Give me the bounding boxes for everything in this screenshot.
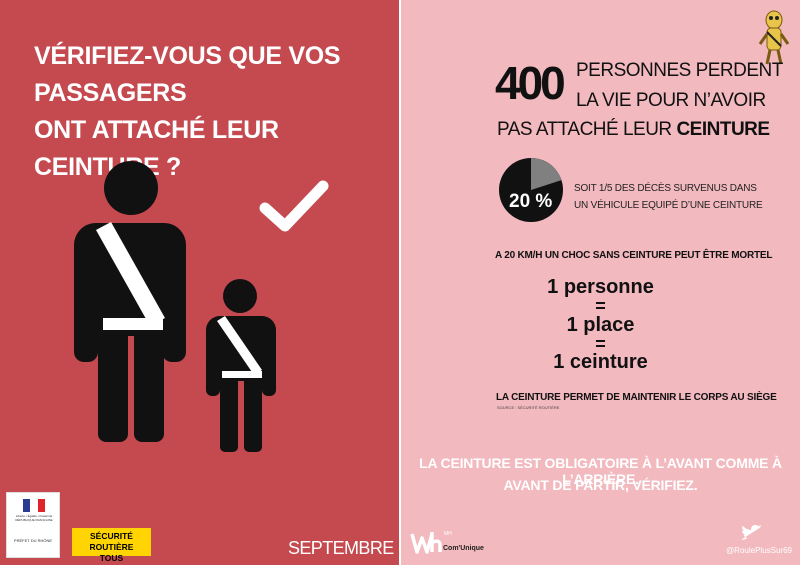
equation-seatbelt: 1 ceinture <box>553 351 648 373</box>
securite-line-1: SÉCURITÉ ROUTIÈRE <box>89 531 134 552</box>
headline-line-3-pre: PAS ATTACHÉ LEUR <box>497 119 672 140</box>
mascot-icon <box>758 10 790 65</box>
checkmark-icon <box>259 180 329 232</box>
headline-line-3: PAS ATTACHÉ LEUR CEINTURE <box>497 119 770 141</box>
source-note: SOURCE : SÉCURITÉ ROUTIÈRE <box>497 405 560 410</box>
big-number: 400 <box>495 57 566 109</box>
pie-percent-label: 20 % <box>509 191 553 212</box>
securite-line-2: TOUS RESPONSABLES <box>76 553 146 565</box>
equation-place: 1 place <box>566 314 635 336</box>
headline-line-1: PERSONNES PERDENT <box>576 60 783 81</box>
question-line-2: ONT ATTACHÉ LEUR CEINTURE ? <box>34 116 279 181</box>
obligation-line-2: AVANT DE PARTIR, VÉRIFIEZ. <box>503 477 698 493</box>
equation-person: 1 personne <box>547 276 654 298</box>
twitter-bird-icon[interactable] <box>741 524 763 542</box>
choc-statement: A 20 KM/H UN CHOC SANS CEINTURE PEUT ÊTR… <box>495 250 773 261</box>
question-heading: VÉRIFIEZ-VOUS QUE VOS PASSAGERS ONT ATTA… <box>34 38 394 186</box>
prefet-text: PRÉFET DU RHÔNE <box>13 538 53 543</box>
republic-text: Liberté • Égalité • Fraternité RÉPUBLIQU… <box>15 514 53 522</box>
adult-seatbelt-icon <box>74 161 186 442</box>
maintien-statement: LA CEINTURE PERMET DE MAINTENIR LE CORPS… <box>496 392 777 403</box>
logo-com-text: Com'Unique <box>443 545 484 552</box>
equation-equals-1: = <box>595 296 606 316</box>
french-flag-icon <box>23 499 45 512</box>
question-line-1: VÉRIFIEZ-VOUS QUE VOS PASSAGERS <box>34 42 341 107</box>
left-panel: VÉRIFIEZ-VOUS QUE VOS PASSAGERS ONT ATTA… <box>0 0 399 565</box>
soit-line-2: UN VÉHICULE EQUIPÉ D’UNE CEINTURE <box>574 200 763 211</box>
month-label: SEPTEMBRE <box>288 538 394 558</box>
prefecture-logo: Liberté • Égalité • Fraternité RÉPUBLIQU… <box>6 492 60 558</box>
soit-line-1: SOIT 1/5 DES DÉCÈS SURVENUS DANS <box>574 183 757 194</box>
securite-routiere-badge: SÉCURITÉ ROUTIÈRE TOUS RESPONSABLES <box>72 528 151 565</box>
right-panel: 400 PERSONNES PERDENT LA VIE POUR N’AVOI… <box>401 0 800 565</box>
headline-line-3-bold: CEINTURE <box>676 119 770 140</box>
child-seatbelt-icon <box>206 279 276 452</box>
twitter-handle[interactable]: @RoulePlusSur69 <box>726 546 792 555</box>
equation-equals-2: = <box>595 334 606 354</box>
headline-line-2: LA VIE POUR N’AVOIR <box>576 90 766 111</box>
pie-chart <box>499 158 563 222</box>
wh-logo-icon <box>410 532 442 554</box>
people-illustration <box>74 161 276 452</box>
pie-slice-percent <box>531 158 562 190</box>
obligation-line-1: LA CEINTURE EST OBLIGATOIRE À L’AVANT CO… <box>419 455 782 487</box>
logo-mh-text: MH <box>444 531 452 537</box>
